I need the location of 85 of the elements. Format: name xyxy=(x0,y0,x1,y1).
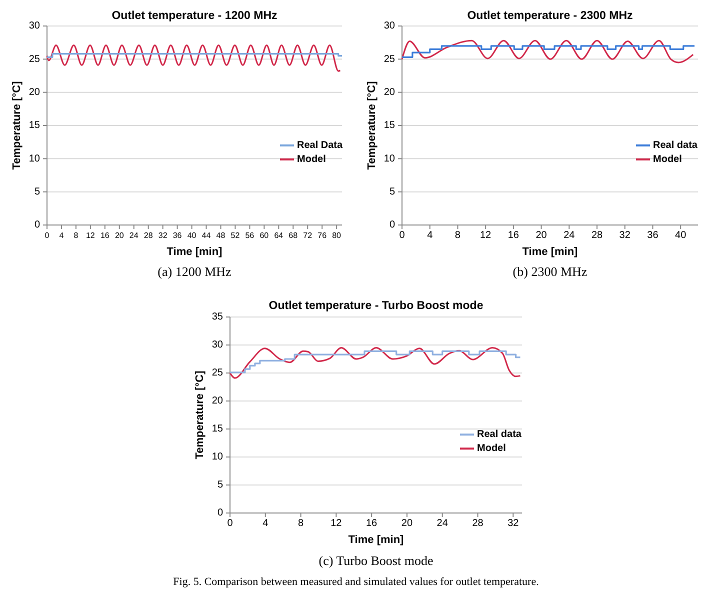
x-tick-label: 28 xyxy=(472,518,484,529)
x-axis-title: Time [min] xyxy=(166,246,223,258)
x-tick-label: 16 xyxy=(366,518,378,529)
x-tick-label: 4 xyxy=(427,230,434,241)
x-tick-label: 52 xyxy=(230,231,240,240)
y-tick-label: 30 xyxy=(212,340,224,351)
text: (c) Turbo Boost mode xyxy=(318,553,434,568)
chart-title: Outlet temperature - Turbo Boost mode xyxy=(268,300,484,312)
x-tick-label: 12 xyxy=(86,231,96,240)
x-tick-label: 32 xyxy=(619,230,631,241)
x-tick-label: 12 xyxy=(480,230,492,241)
y-tick-label: 15 xyxy=(28,120,40,132)
y-tick-label: 35 xyxy=(212,312,224,323)
x-tick-label: 0 xyxy=(44,231,50,240)
x-tick-label: 16 xyxy=(508,230,520,241)
line-series xyxy=(401,40,694,64)
legend-label: Model xyxy=(297,154,326,166)
y-tick-label: 30 xyxy=(384,20,396,32)
x-tick-label: 20 xyxy=(114,231,124,240)
x-axis-title: Time [min] xyxy=(348,534,404,546)
y-tick-label: 10 xyxy=(212,452,224,463)
x-tick-label: 28 xyxy=(144,231,154,240)
x-tick-label: 8 xyxy=(454,230,461,241)
y-tick-label: 15 xyxy=(384,120,396,132)
x-tick-label: 8 xyxy=(74,231,79,240)
x-tick-label: 20 xyxy=(401,518,413,529)
y-axis-title: Temperature [°C] xyxy=(11,80,23,170)
x-tick-label: 0 xyxy=(227,518,234,529)
x-tick-label: 20 xyxy=(536,230,548,241)
legend-label: Model xyxy=(653,154,682,166)
line-series xyxy=(229,347,521,379)
x-tick-label: 76 xyxy=(318,231,328,240)
x-tick-label: 8 xyxy=(298,518,304,529)
y-tick-label: 0 xyxy=(389,220,396,231)
x-tick-label: 36 xyxy=(647,230,659,241)
y-tick-label: 20 xyxy=(28,86,40,98)
x-tick-label: 32 xyxy=(508,518,520,529)
y-axis-title: Temperature [°C] xyxy=(194,370,206,460)
y-tick-label: 5 xyxy=(34,186,40,198)
x-tick-label: 40 xyxy=(187,231,197,240)
chart-title: Outlet temperature - 1200 MHz xyxy=(112,10,278,22)
x-tick-label: 24 xyxy=(129,231,139,240)
y-tick-label: 20 xyxy=(384,86,396,98)
x-tick-label: 56 xyxy=(245,231,255,240)
chart-title: Outlet temperature - 2300 MHz xyxy=(467,10,634,22)
legend-label: Real Data xyxy=(297,140,344,152)
x-tick-label: 68 xyxy=(288,231,298,240)
x-tick-label: 60 xyxy=(260,231,270,240)
y-tick-label: 0 xyxy=(34,220,40,231)
text: (a) 1200 MHz xyxy=(158,264,232,279)
legend-label: Model xyxy=(477,443,506,454)
x-tick-label: 4 xyxy=(59,231,64,240)
y-tick-label: 5 xyxy=(217,480,224,491)
x-tick-label: 4 xyxy=(262,518,269,529)
x-tick-label: 64 xyxy=(274,231,284,240)
y-tick-label: 10 xyxy=(384,153,396,164)
y-tick-label: 10 xyxy=(28,153,40,164)
y-tick-label: 15 xyxy=(212,424,224,435)
y-tick-label: 5 xyxy=(389,186,396,198)
x-tick-label: 16 xyxy=(100,231,110,240)
x-axis-title: Time [min] xyxy=(522,246,578,258)
y-tick-label: 20 xyxy=(212,396,224,407)
x-tick-label: 80 xyxy=(332,231,342,240)
x-tick-label: 48 xyxy=(216,231,226,240)
y-tick-label: 0 xyxy=(217,508,224,519)
x-tick-label: 40 xyxy=(675,230,687,241)
x-tick-label: 0 xyxy=(399,230,406,241)
y-axis-title: Temperature [°C] xyxy=(366,80,378,170)
x-tick-label: 24 xyxy=(564,230,576,241)
x-tick-label: 32 xyxy=(158,231,168,240)
y-tick-label: 25 xyxy=(212,368,224,379)
y-tick-label: 30 xyxy=(28,20,40,32)
caption: Fig. 5. Comparison between measured and simulated values for outlet temperature. xyxy=(173,576,540,588)
x-tick-label: 28 xyxy=(591,230,604,241)
y-tick-label: 25 xyxy=(384,54,396,65)
x-tick-label: 12 xyxy=(330,518,342,529)
y-tick-label: 25 xyxy=(28,54,40,65)
text: (b) 2300 MHz xyxy=(512,264,588,279)
line-series xyxy=(46,44,341,72)
x-tick-label: 44 xyxy=(202,231,212,240)
legend-label: Real data xyxy=(653,140,698,152)
x-tick-label: 72 xyxy=(303,231,313,240)
x-tick-label: 24 xyxy=(436,518,448,529)
legend-label: Real data xyxy=(477,429,522,440)
x-tick-label: 36 xyxy=(172,231,182,240)
